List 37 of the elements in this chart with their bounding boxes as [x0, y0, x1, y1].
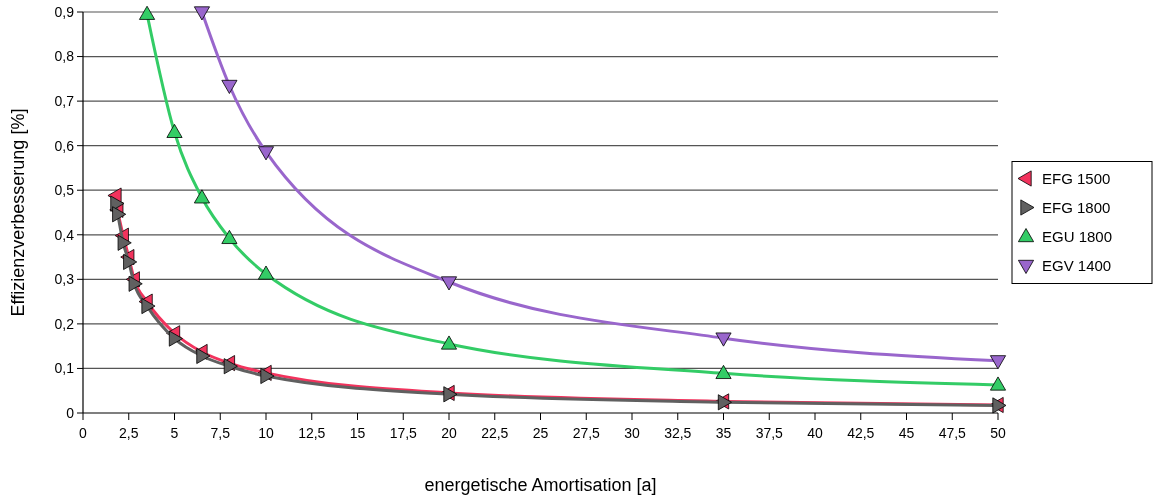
y-tick-label: 0,5: [54, 182, 75, 199]
x-tick-label: 40: [807, 425, 823, 441]
legend-label: EGV 1400: [1042, 256, 1112, 274]
x-tick-label: 25: [532, 425, 549, 441]
legend-label: EGU 1800: [1042, 227, 1113, 245]
legend-label: EFG 1800: [1042, 198, 1111, 216]
x-tick-label: 42,5: [847, 425, 875, 441]
x-tick-label: 7,5: [210, 425, 231, 441]
x-tick-label: 12,5: [298, 425, 326, 441]
x-tick-label: 15: [349, 425, 366, 441]
x-tick-label: 50: [990, 425, 1006, 441]
legend-label: EFG 1500: [1042, 169, 1111, 187]
y-tick-label: 0,2: [54, 315, 75, 332]
x-tick-label: 2,5: [119, 425, 139, 441]
y-tick-label: 0,9: [54, 3, 75, 20]
y-tick-label: 0: [66, 404, 75, 421]
x-tick-label: 17,5: [389, 425, 418, 441]
y-tick-label: 0,7: [54, 93, 75, 110]
x-tick-label: 45: [898, 425, 915, 441]
y-tick-label: 0,3: [54, 271, 75, 288]
x-tick-label: 35: [715, 425, 732, 441]
x-tick-label: 5: [170, 425, 179, 441]
x-tick-label: 37,5: [755, 425, 784, 441]
x-tick-label: 20: [441, 425, 457, 441]
y-axis-title: Effizienzverbesserung [%]: [8, 108, 28, 317]
x-tick-label: 10: [258, 425, 274, 441]
y-tick-label: 0,4: [54, 226, 75, 243]
x-tick-label: 27,5: [572, 425, 601, 441]
y-tick-label: 0,6: [54, 137, 75, 154]
x-tick-label: 22,5: [481, 425, 509, 441]
y-tick-label: 0,8: [54, 48, 75, 65]
x-axis-title: energetische Amortisation [a]: [424, 475, 657, 495]
y-tick-label: 0,1: [54, 360, 75, 377]
x-tick-label: 47,5: [938, 425, 967, 441]
x-tick-label: 30: [624, 425, 640, 441]
x-tick-label: 32,5: [664, 425, 692, 441]
x-tick-label: 0: [79, 425, 88, 441]
